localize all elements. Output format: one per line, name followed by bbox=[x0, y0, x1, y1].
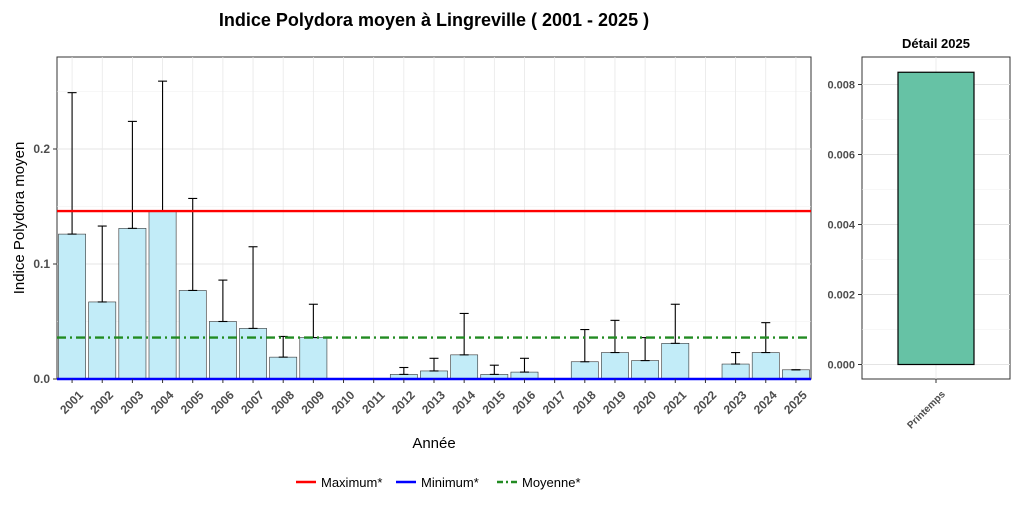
x-tick-label: 2004 bbox=[148, 388, 177, 417]
y-tick-label: 0.0 bbox=[33, 372, 50, 386]
x-tick-label: 2017 bbox=[540, 388, 569, 417]
detail-title: Détail 2025 bbox=[902, 36, 970, 51]
x-tick-label: 2006 bbox=[208, 388, 237, 417]
x-tick-label: 2022 bbox=[691, 388, 720, 417]
bar-2024 bbox=[751, 352, 780, 380]
x-tick-label: 2001 bbox=[57, 388, 86, 417]
x-tick-label: 2010 bbox=[329, 388, 358, 417]
detail-plot-panel: Détail 2025 0.000 0.002 0.004 0.006 0.008 Pr… bbox=[827, 36, 1011, 431]
x-tick-label: 2020 bbox=[630, 388, 659, 417]
x-tick-label: 2005 bbox=[178, 388, 207, 417]
bar-2013 bbox=[420, 370, 448, 380]
x-tick-label: 2016 bbox=[510, 388, 539, 417]
bar-2006 bbox=[209, 321, 237, 380]
bar-2001 bbox=[58, 233, 86, 380]
main-bars bbox=[58, 210, 810, 380]
legend: Maximum* Minimum* Moyenne* bbox=[296, 475, 581, 490]
bar-2019 bbox=[601, 352, 629, 380]
x-tick-label: 2024 bbox=[751, 388, 780, 417]
detail-x-tick-label: Printemps bbox=[905, 389, 948, 432]
y-axis-label: Indice Polydora moyen bbox=[11, 142, 28, 295]
detail-y-tick-label: 0.006 bbox=[827, 150, 855, 162]
bar-2021 bbox=[661, 343, 690, 380]
x-tick-label: 2002 bbox=[87, 388, 116, 417]
bar-2009 bbox=[299, 337, 328, 380]
x-tick-label: 2009 bbox=[298, 388, 327, 417]
main-y-ticks: 0.0 0.1 0.2 bbox=[33, 142, 57, 386]
legend-label-moyenne: Moyenne* bbox=[522, 475, 581, 490]
legend-label-maximum: Maximum* bbox=[321, 475, 382, 490]
x-tick-label: 2007 bbox=[238, 388, 267, 417]
legend-label-minimum: Minimum* bbox=[421, 475, 479, 490]
x-tick-label: 2021 bbox=[660, 388, 689, 417]
x-tick-label: 2014 bbox=[449, 388, 478, 417]
detail-bars bbox=[897, 71, 975, 366]
bar-2005 bbox=[178, 290, 207, 380]
bar-2025 bbox=[782, 369, 810, 380]
bar-2020 bbox=[631, 360, 659, 380]
x-tick-label: 2013 bbox=[419, 388, 448, 417]
bar-2018 bbox=[570, 361, 599, 380]
main-x-ticks: 2001 2002 2003 2004 2005 2006 2007 2008 2009 2010… bbox=[57, 379, 810, 417]
x-tick-label: 2011 bbox=[359, 388, 388, 417]
detail-y-tick-label: 0.008 bbox=[827, 80, 855, 92]
detail-y-tick-label: 0.000 bbox=[827, 360, 855, 372]
detail-y-tick-label: 0.002 bbox=[827, 290, 855, 302]
detail-bar-printemps bbox=[897, 71, 975, 366]
x-tick-label: 2025 bbox=[781, 388, 810, 417]
x-tick-label: 2015 bbox=[479, 388, 508, 417]
bar-2008 bbox=[269, 356, 298, 380]
y-tick-label: 0.1 bbox=[33, 257, 50, 271]
detail-x-ticks: Printemps bbox=[905, 379, 948, 431]
x-tick-label: 2019 bbox=[600, 388, 629, 417]
bar-2004 bbox=[148, 210, 177, 380]
main-plot-panel: 0.00.10.2 2001 2002 2003 2004 2005 2006 2007 20… bbox=[11, 56, 812, 452]
x-axis-label: Année bbox=[412, 435, 455, 452]
x-tick-label: 2012 bbox=[389, 388, 418, 417]
bar-2003 bbox=[118, 228, 147, 380]
x-tick-label: 2018 bbox=[570, 388, 599, 417]
x-tick-label: 2008 bbox=[268, 388, 297, 417]
y-tick-label: 0.2 bbox=[33, 142, 50, 156]
x-tick-label: 2003 bbox=[118, 388, 147, 417]
x-tick-label: 2023 bbox=[721, 388, 750, 417]
bar-2002 bbox=[88, 301, 117, 380]
bar-2007 bbox=[239, 328, 267, 380]
bar-2014 bbox=[450, 354, 479, 380]
chart-title: Indice Polydora moyen à Lingreville ( 20… bbox=[219, 10, 649, 30]
bar-2023 bbox=[721, 363, 750, 380]
detail-y-ticks: 0.000 0.002 0.004 0.006 0.008 bbox=[827, 80, 862, 372]
detail-y-tick-label: 0.004 bbox=[827, 220, 855, 232]
